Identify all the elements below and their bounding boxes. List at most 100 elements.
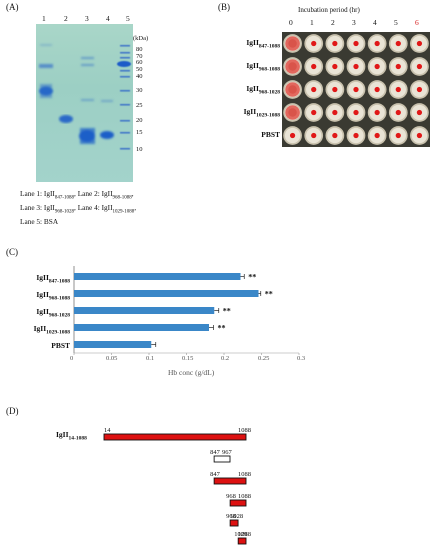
bar [74,341,152,348]
fragment-end-label: 1088 [238,427,251,434]
well-dot [288,85,297,94]
marker-60: 60 [136,59,143,66]
lane-number: 3 [85,14,89,23]
x-tick-label: 0.3 [297,355,306,362]
marker-20: 20 [136,117,143,124]
well-dot [332,63,338,70]
row-label: IgII1029-1088 [243,107,280,119]
well-dot [374,40,380,47]
x-tick-label: 0.2 [221,355,230,362]
well-dot [395,40,401,47]
fragment-end-label: 1088 [238,531,251,538]
significance-mark: ** [223,307,231,316]
bar-category-label: IgII847-1088 [36,273,70,285]
well-dot [353,86,359,93]
gel-lane-numbers: 1 2 3 4 5 [36,14,136,24]
row-label: IgII847-1088 [246,38,280,50]
well-dot [311,63,317,70]
well-dot [332,132,338,139]
well-dot [311,109,317,116]
well-dot [332,40,338,47]
fragment-bar [229,499,247,507]
well-dot [395,63,401,70]
bar-category-label: PBST [51,341,70,350]
fragment-bar [213,477,247,485]
well-dot [374,63,380,70]
column-header: 3 [352,18,356,27]
x-tick-label: 0.1 [146,355,155,362]
hb-bar-chart: ** ** ** ** [73,266,300,355]
bar [74,290,259,297]
row-label: PBST [261,130,280,139]
fragment-end-label: 1028 [230,513,243,520]
fragment-start-label: 847 [210,449,221,456]
fragment-end-label: 1088 [238,493,251,500]
marker-30: 30 [136,87,143,94]
column-header: 0 [289,18,293,27]
well-dot [374,109,380,116]
column-header-highlight: 6 [415,18,419,27]
fragment-bar [103,433,247,441]
bar-category-label: IgII968-1088 [36,290,70,302]
panel-d-label: (D) [6,406,19,416]
fragment-bar [237,537,247,545]
fragment-bar [229,519,239,527]
legend-line-2: Lane 3: IgII968-1028, Lane 4: IgII1029-1… [20,202,137,215]
marker-10: 10 [136,146,143,153]
well-dot [288,39,297,48]
x-axis-title: Hb conc (g/dL) [168,368,215,377]
panel-b-label: (B) [218,2,230,12]
column-header: 5 [394,18,398,27]
incubation-plate-image [282,32,430,147]
panel-a-label: (A) [6,2,19,12]
marker-25: 25 [136,102,143,109]
marker-80: 80 [136,46,143,53]
well-dot [288,62,297,71]
well-dot [332,86,338,93]
fragment-bar-outline [213,455,231,463]
well-dot [289,132,296,139]
well-dot [395,109,401,116]
well-dot [416,109,423,116]
significance-mark: ** [248,273,256,282]
well-dot [311,86,317,93]
bar-category-labels: IgII847-1088 IgII968-1088 IgII968-1028 I… [0,270,70,360]
significance-mark: ** [218,324,226,333]
well-dot [353,63,359,70]
marker-70: 70 [136,53,143,60]
incubation-row-labels: IgII847-1088 IgII968-1088 IgII968-1028 I… [218,30,280,140]
column-header: 4 [373,18,377,27]
fragment-start-label: 14 [104,427,111,434]
well-dot [416,132,423,139]
well-dot [416,63,423,70]
row-label: IgII968-1088 [246,61,280,73]
well-dot [353,40,359,47]
well-dot [353,109,359,116]
well-dot [311,132,317,139]
marker-50: 50 [136,66,143,73]
bar [74,307,215,314]
fragment-end-label: 967 [222,449,233,456]
well-dot [374,86,380,93]
gel-image [36,24,133,182]
full-length-label: IgII14-1088 [56,430,87,442]
well-dot [395,132,401,139]
bar [74,273,241,280]
legend-line-1: Lane 1: IgII847-1088, Lane 2: IgII968-10… [20,189,134,201]
kda-label: (kDa) [133,35,149,42]
x-tick-labels: 0 0.05 0.1 0.15 0.2 0.25 0.3 [70,355,322,367]
well-dot [288,108,297,117]
marker-labels: 80 70 60 50 40 30 25 20 15 10 [136,46,156,186]
x-tick-label: 0.15 [182,355,194,362]
gel-legend: Lane 1: IgII847-1088, Lane 2: IgII968-10… [20,189,190,226]
fragment-start-label: 1029 [234,531,247,538]
x-tick-label: 0.05 [106,355,118,362]
well-dot [332,109,338,116]
fragment-end-label: 1088 [238,471,251,478]
lane-number: 4 [106,14,110,23]
marker-40: 40 [136,73,143,80]
bar-category-label: IgII968-1028 [36,307,70,319]
well-dot [311,40,317,47]
x-tick-label: 0 [70,355,74,362]
